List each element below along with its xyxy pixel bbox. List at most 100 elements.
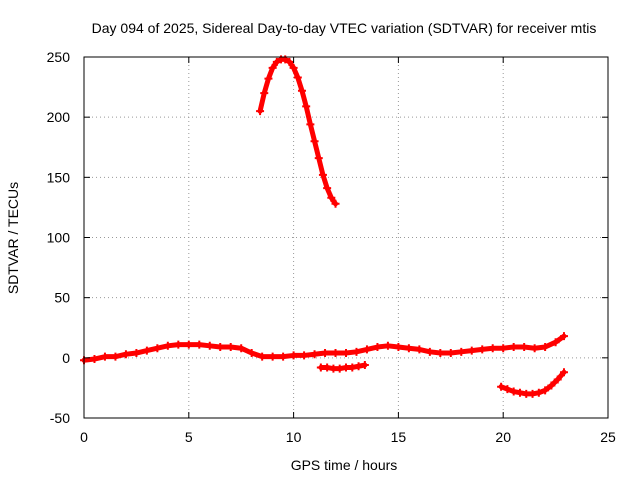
x-tick-label: 5	[185, 429, 193, 445]
data-point	[404, 344, 413, 353]
series-spike	[256, 55, 340, 208]
data-point	[323, 184, 332, 193]
data-point	[551, 338, 560, 347]
data-point	[348, 363, 357, 372]
data-point	[342, 349, 350, 358]
data-point	[121, 350, 130, 359]
data-point	[111, 352, 120, 361]
data-point	[285, 57, 294, 66]
data-point	[362, 345, 371, 354]
x-ticks: 0 5 10 15 20 25	[80, 57, 616, 445]
data-point	[247, 349, 256, 358]
data-point	[352, 347, 361, 356]
data-point	[509, 387, 518, 396]
data-point	[279, 352, 288, 361]
data-point	[415, 345, 424, 354]
y-tick-label: -50	[50, 410, 70, 426]
data-point	[354, 362, 363, 371]
data-point	[297, 86, 306, 95]
x-tick-label: 20	[495, 429, 511, 445]
data-point	[503, 385, 512, 394]
data-point	[153, 344, 162, 353]
data-point	[272, 57, 281, 66]
y-tick-label: 150	[47, 169, 71, 185]
data-point	[100, 352, 109, 361]
data-point	[457, 347, 466, 356]
data-point	[335, 364, 344, 373]
y-tick-label: 250	[47, 49, 71, 65]
data-point	[331, 349, 340, 358]
data-point	[547, 381, 556, 390]
data-point	[318, 170, 327, 179]
data-point	[559, 332, 568, 341]
data-point	[258, 352, 267, 361]
x-tick-label: 25	[600, 429, 616, 445]
data-point	[528, 389, 537, 398]
data-point	[268, 352, 277, 361]
data-point	[327, 193, 336, 202]
data-point	[446, 349, 455, 358]
grid	[84, 57, 608, 418]
y-tick-label: 200	[47, 109, 71, 125]
data-point	[541, 343, 550, 352]
data-point	[467, 346, 476, 355]
data-point	[289, 351, 298, 360]
data-point	[174, 340, 183, 349]
series-main	[80, 332, 568, 365]
data-point	[142, 346, 151, 355]
series-segment-a	[316, 361, 369, 373]
data-point	[256, 107, 265, 116]
data-point	[264, 74, 273, 83]
x-tick-label: 0	[80, 429, 88, 445]
data-point	[497, 382, 506, 391]
data-point	[383, 341, 392, 350]
data-point	[478, 345, 487, 354]
data-points	[80, 55, 568, 398]
data-point	[509, 343, 518, 352]
data-point	[520, 343, 529, 352]
data-point	[310, 137, 319, 146]
data-point	[184, 340, 193, 349]
data-point	[436, 349, 445, 358]
data-point	[534, 388, 543, 397]
data-point	[289, 63, 298, 72]
data-point	[302, 102, 311, 111]
y-tick-label: 0	[62, 350, 70, 366]
data-point	[515, 388, 524, 397]
data-point	[360, 361, 369, 370]
data-point	[163, 341, 172, 350]
data-point	[293, 73, 302, 82]
y-tick-label: 100	[47, 230, 71, 246]
data-point	[553, 375, 562, 384]
data-point	[530, 344, 539, 353]
data-point	[323, 363, 332, 372]
data-point	[373, 343, 382, 352]
x-axis-label: GPS time / hours	[291, 457, 398, 473]
data-point	[321, 349, 330, 358]
data-point	[268, 63, 277, 72]
data-point	[195, 340, 204, 349]
data-point	[425, 347, 434, 356]
y-ticks: -50 0 50 100 150 200 250	[47, 49, 608, 426]
data-point	[226, 343, 235, 352]
data-point	[331, 199, 340, 208]
data-point	[306, 120, 315, 129]
data-point	[314, 154, 323, 163]
data-point	[90, 355, 99, 364]
data-point	[300, 351, 309, 360]
x-tick-label: 15	[391, 429, 407, 445]
y-axis-label: SDTVAR / TECUs	[5, 182, 21, 294]
data-point	[132, 349, 141, 358]
data-point	[237, 344, 246, 353]
chart-title: Day 094 of 2025, Sidereal Day-to-day VTE…	[92, 20, 597, 36]
y-tick-label: 50	[54, 290, 70, 306]
data-point	[260, 89, 269, 98]
series-segment-b	[497, 368, 568, 398]
x-tick-label: 10	[286, 429, 302, 445]
data-point	[488, 344, 497, 353]
data-point	[216, 343, 225, 352]
data-point	[205, 341, 214, 350]
data-point	[499, 344, 508, 353]
data-point	[310, 350, 319, 359]
